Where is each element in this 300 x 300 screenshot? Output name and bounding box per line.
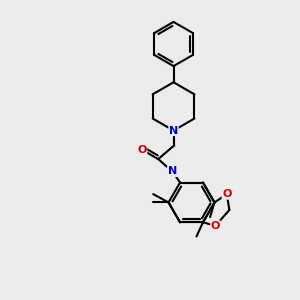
Text: N: N [168,167,177,176]
Text: O: O [222,189,232,199]
Text: O: O [211,221,220,231]
Text: N: N [168,167,177,176]
Text: N: N [169,126,178,136]
Text: O: O [137,145,147,155]
